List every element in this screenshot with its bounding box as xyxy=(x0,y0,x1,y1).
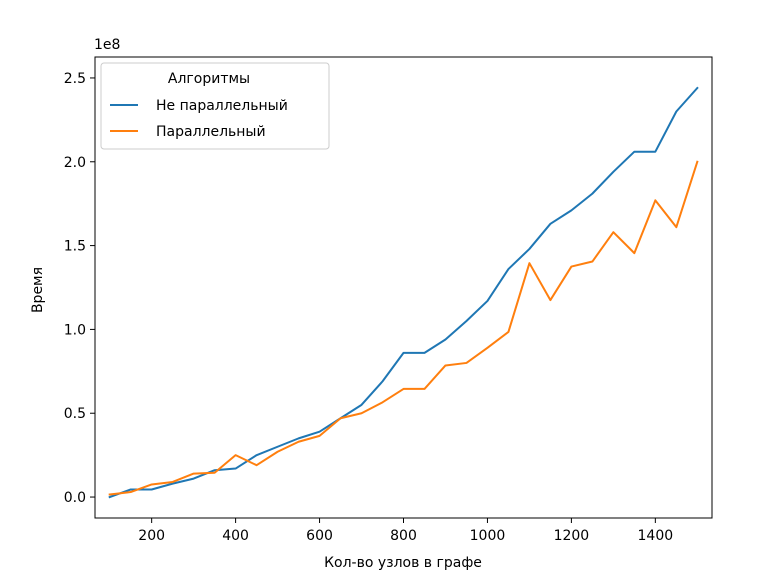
y-tick-label: 0.5 xyxy=(64,406,86,422)
y-tick-label: 1.0 xyxy=(64,322,86,338)
legend-label-2: Параллельный xyxy=(156,124,266,140)
y-offset-label: 1e8 xyxy=(94,37,120,53)
y-tick-label: 0.0 xyxy=(64,490,86,506)
legend: Алгоритмы Не параллельный Параллельный xyxy=(100,62,330,150)
y-tick-label: 2.5 xyxy=(64,71,86,87)
x-tick-label: 1400 xyxy=(638,528,674,544)
axes: 200 400 600 800 1000 1200 1400 0.0 0.5 1.0 1.5 2.0 2… xyxy=(64,56,713,544)
x-tick-label: 1000 xyxy=(470,528,506,544)
x-tick-label: 400 xyxy=(222,528,249,544)
y-tick-label: 1.5 xyxy=(64,239,86,255)
plot-area xyxy=(108,86,699,499)
legend-label-1: Не параллельный xyxy=(156,98,288,114)
x-axis-label: Кол-во узлов в графе xyxy=(324,555,482,571)
legend-title: Алгоритмы xyxy=(168,71,250,87)
x-tick-label: 1200 xyxy=(554,528,590,544)
x-tick-label: 600 xyxy=(306,528,333,544)
y-tick-label: 2.0 xyxy=(64,155,86,171)
legend-box xyxy=(100,62,330,150)
series-line-2 xyxy=(108,160,699,496)
x-tick-label: 800 xyxy=(390,528,417,544)
x-tick-label: 200 xyxy=(138,528,165,544)
y-axis-label: Время xyxy=(30,267,46,313)
